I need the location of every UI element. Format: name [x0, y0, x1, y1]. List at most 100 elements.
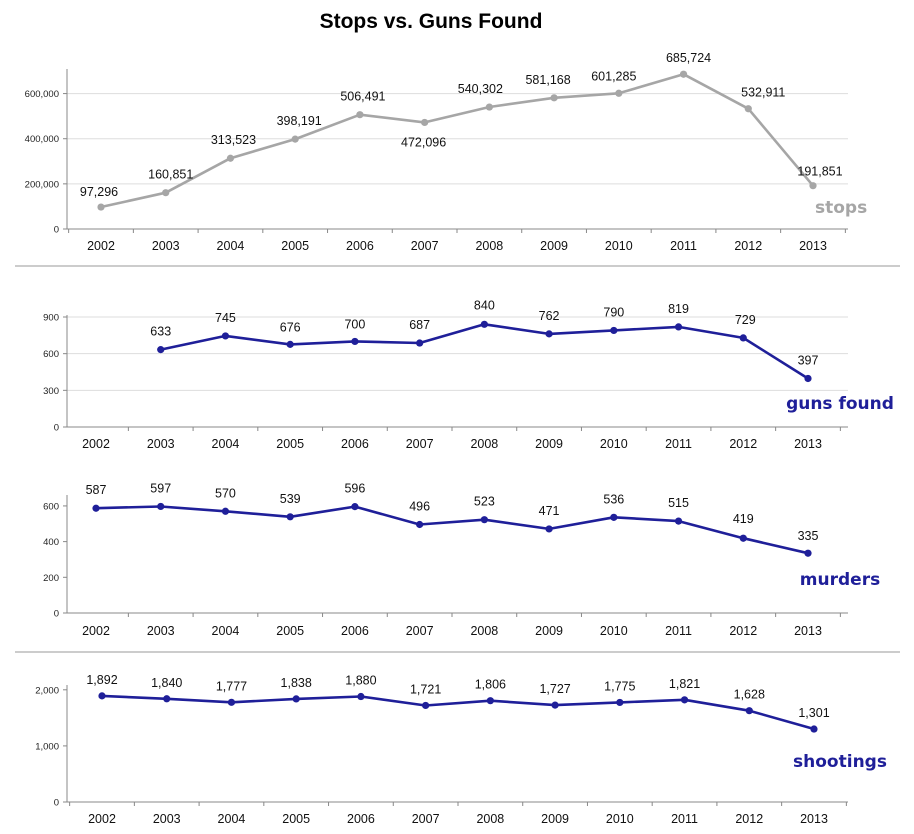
- data-label: 536: [603, 492, 624, 506]
- data-point: [227, 698, 236, 706]
- data-point: [545, 330, 553, 338]
- x-tick-label: 2009: [540, 239, 568, 253]
- series-label: shootings: [793, 752, 887, 772]
- series-line: [101, 694, 815, 731]
- x-tick-label: 2005: [281, 239, 309, 253]
- chart-panel-1: 0 200,000 400,000 600,000 2002 2003 2004 2005 20…: [25, 51, 868, 253]
- data-point: [98, 692, 106, 700]
- series-label: stops: [815, 198, 867, 218]
- x-tick-label: 2012: [735, 812, 763, 826]
- y-tick-label: 400,000: [25, 134, 59, 145]
- y-tick-label: 0: [54, 798, 59, 809]
- x-tick-label: 2010: [600, 437, 628, 451]
- data-point: [674, 323, 683, 331]
- data-label: 819: [668, 302, 689, 316]
- data-point: [351, 503, 359, 511]
- data-label: 1,821: [669, 677, 700, 691]
- x-tick-label: 2008: [470, 437, 498, 451]
- series-line: [95, 505, 809, 555]
- x-tick-label: 2007: [412, 812, 440, 826]
- x-tick-label: 2002: [87, 239, 115, 253]
- data-point: [163, 695, 171, 703]
- data-label: 790: [603, 305, 624, 319]
- data-point: [610, 513, 618, 521]
- data-point: [162, 189, 170, 197]
- data-label: 1,777: [216, 679, 247, 693]
- data-point: [674, 517, 683, 525]
- data-label: 700: [344, 317, 365, 331]
- data-label: 840: [474, 298, 495, 312]
- x-tick-label: 2006: [341, 624, 369, 638]
- data-point: [351, 337, 359, 346]
- x-tick-label: 2004: [212, 437, 240, 451]
- data-label: 1,838: [281, 676, 312, 690]
- x-tick-label: 2003: [147, 624, 175, 638]
- data-point: [480, 516, 488, 524]
- y-tick-label: 0: [54, 225, 59, 236]
- data-label: 676: [280, 320, 301, 334]
- data-point: [739, 534, 747, 542]
- x-tick-label: 2009: [535, 437, 563, 451]
- data-label: 335: [798, 529, 819, 543]
- x-tick-label: 2009: [535, 624, 563, 638]
- data-label: 1,727: [539, 682, 570, 696]
- x-tick-label: 2013: [799, 239, 827, 253]
- series-line: [100, 72, 814, 209]
- data-point: [422, 701, 430, 710]
- data-label: 762: [539, 309, 560, 323]
- data-point: [97, 203, 105, 211]
- data-point: [416, 339, 424, 347]
- x-tick-label: 2011: [670, 239, 697, 253]
- data-label: 313,523: [211, 133, 256, 147]
- data-label: 398,191: [277, 114, 322, 128]
- data-label: 471: [539, 504, 560, 518]
- data-label: 1,628: [734, 688, 765, 702]
- data-label: 581,168: [525, 73, 570, 87]
- data-label: 587: [86, 483, 107, 497]
- y-tick-label: 600: [43, 349, 59, 360]
- x-tick-label: 2003: [152, 239, 180, 253]
- data-label: 160,851: [148, 168, 193, 182]
- data-point: [745, 707, 753, 715]
- y-tick-label: 600: [43, 501, 59, 512]
- x-tick-label: 2012: [729, 437, 757, 451]
- x-tick-label: 2007: [406, 437, 434, 451]
- data-point: [545, 525, 553, 533]
- data-label: 397: [798, 353, 819, 367]
- x-tick-label: 2010: [605, 239, 633, 253]
- y-tick-label: 0: [54, 423, 59, 434]
- data-label: 570: [215, 486, 236, 500]
- data-point: [810, 725, 818, 733]
- x-tick-label: 2009: [541, 812, 569, 826]
- data-label: 506,491: [340, 90, 385, 104]
- x-tick-label: 2006: [346, 239, 374, 253]
- data-point: [550, 94, 558, 102]
- data-label: 472,096: [401, 135, 446, 149]
- data-point: [221, 332, 230, 340]
- data-point: [291, 135, 299, 143]
- data-label: 597: [150, 481, 171, 495]
- series-line: [160, 323, 809, 380]
- data-label: 532,911: [741, 86, 785, 100]
- chart-panel-4: 0 1,000 2,000 2002 2003 2004 2005 2006 2007 2008 2…: [35, 673, 887, 826]
- data-label: 601,285: [591, 69, 636, 83]
- data-label: 1,301: [798, 706, 829, 720]
- data-point: [804, 549, 812, 557]
- data-point: [680, 696, 689, 704]
- data-point: [739, 334, 747, 342]
- y-tick-label: 600,000: [25, 89, 59, 100]
- x-tick-label: 2002: [82, 437, 110, 451]
- data-label: 633: [150, 325, 171, 339]
- y-tick-label: 900: [43, 313, 59, 324]
- x-tick-label: 2008: [476, 812, 504, 826]
- data-point: [615, 89, 623, 97]
- data-label: 729: [735, 313, 756, 327]
- y-tick-label: 1,000: [35, 741, 59, 752]
- data-point: [221, 507, 230, 515]
- data-label: 191,851: [797, 165, 842, 179]
- data-label: 687: [409, 318, 430, 332]
- y-tick-label: 2,000: [35, 685, 59, 696]
- data-point: [804, 374, 812, 383]
